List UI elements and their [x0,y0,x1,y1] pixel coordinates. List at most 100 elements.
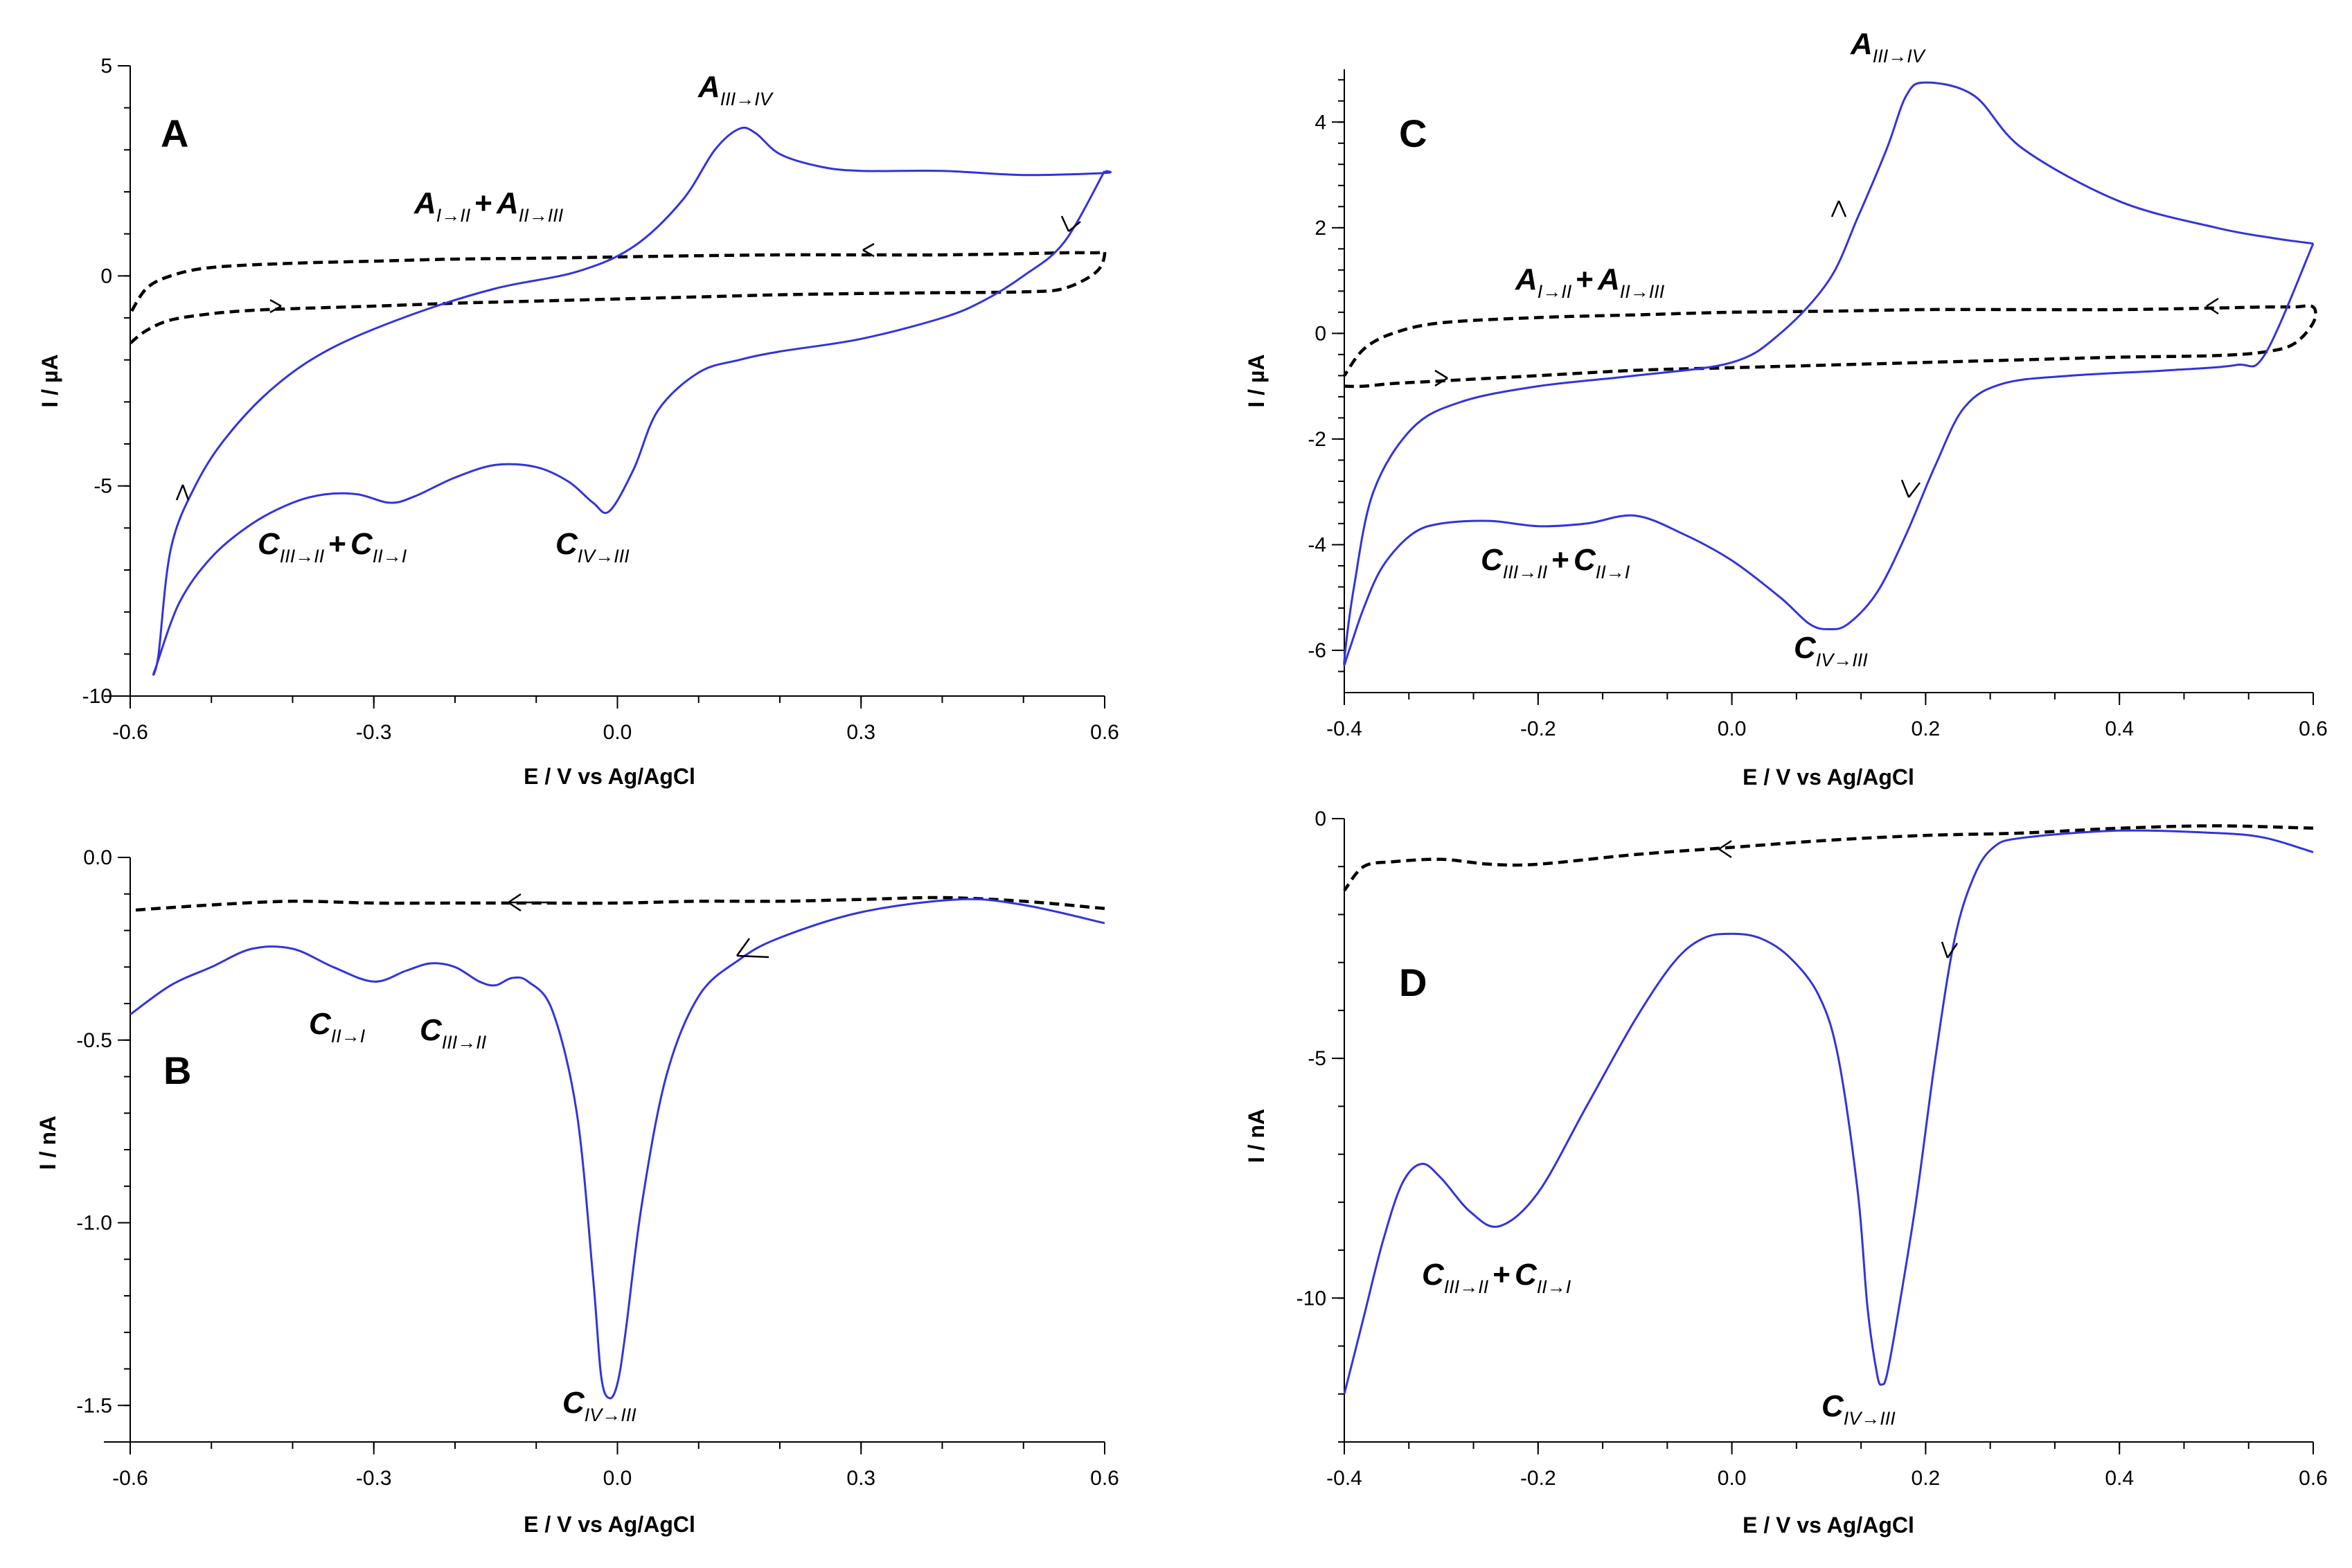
panel-d-x-tick-label: 0.4 [2105,1467,2134,1490]
panel-a-series-dashed [129,249,1107,345]
panel-d-ylabel: I / nA [1244,1109,1269,1163]
panel-c-label: C [1399,112,1427,155]
panel-c-arrow-dashed-left [2206,297,2219,315]
panel-c-y-tick-label: -6 [1308,639,1326,662]
panel-b-label: B [163,1049,191,1092]
panel-a-label: A [161,112,188,155]
panel-c-x-tick-label: 0.4 [2105,718,2134,740]
panel-c-y-tick-label: 4 [1315,111,1326,134]
panel-d-x-tick-label: 0.0 [1718,1467,1747,1490]
panel-d-label: D [1399,961,1427,1004]
panel-b-y-tick-label: -1.0 [76,1212,112,1235]
panel-b-x-ticks: -0.6 -0.3 0.0 0.3 0.6 [112,1442,1119,1490]
panel-d-x-tick-label: 0.6 [2299,1467,2328,1490]
panel-a-annotation-cathodic-pair: CIII→II + CII→I [258,527,407,567]
panel-b-series-solid [130,898,1105,1400]
panel-c-x-tick-label: 0.6 [2299,718,2328,740]
panel-a-arrow-dashed-right [269,299,282,314]
panel-a-x-tick-label: 0.3 [846,721,875,744]
panel-d-arrow-solid-down [1941,941,1959,959]
panel-d-series-solid [1343,829,2314,1395]
panel-d-x-tick-label: -0.2 [1520,1467,1556,1490]
panel-c-arrow-solid-up [1830,200,1847,217]
panel-a-x-tick-label: -0.3 [356,721,392,744]
panel-b-y-tick-label: -1.5 [76,1394,112,1417]
panel-d-series [1343,824,2314,1395]
panel-b-annotation-c2: CII→I [309,1007,366,1046]
panel-b-y-ticks: -1.5 -1.0 -0.5 0.0 [76,846,130,1443]
panel-d-annotation-cathodic-pair: CIII→II + CII→I [1422,1258,1571,1297]
panel-a-x-tick-label: 0.6 [1090,721,1119,744]
panel-b-x-tick-label: 0.3 [846,1467,875,1490]
panel-c-y-tick-label: 0 [1315,322,1326,345]
panel-c-annotation-cathodic-peak: CIV→III [1794,631,1868,670]
panel-a-series [129,126,1112,676]
panel-c-y-tick-label: -2 [1308,428,1326,451]
panel-d-series-dashed [1343,824,2314,892]
panel-c-x-tick-label: -0.2 [1520,718,1556,740]
panel-d-arrow-dashed-left [1718,839,1732,859]
panel-b-y-tick-label: -0.5 [76,1029,112,1052]
panel-b-y-tick-label: 0.0 [83,846,112,869]
panel-c-series [1343,81,2317,666]
panel-b: -0.6 -0.3 0.0 0.3 0.6 -1.5 -1.0 -0.5 0.0 B I / … [35,846,1119,1537]
panel-b-x-tick-label: -0.3 [356,1467,392,1490]
panel-a-arrow-solid-up [175,484,190,501]
panel-d-annotation-cathodic-peak: CIV→III [1821,1389,1896,1429]
panel-d-xlabel: E / V vs Ag/AgCl [1743,1513,1914,1538]
panel-a-annotation-cathodic-peak: CIV→III [555,527,630,567]
panel-a-arrow-solid-down [1060,215,1081,232]
panel-b-series [130,896,1105,1400]
panel-a-annotation-anodic-pair: AI→II + AII→III [413,186,564,226]
panel-b-x-tick-label: 0.6 [1090,1467,1119,1490]
panel-c-arrow-solid-down [1900,479,1921,498]
panel-d: -0.4 -0.2 0.0 0.2 0.4 0.6 -10 -5 0 D I / nA E /… [1244,808,2328,1538]
panel-b-xlabel: E / V vs Ag/AgCl [524,1512,695,1537]
panel-c-xlabel: E / V vs Ag/AgCl [1743,765,1914,790]
panel-a-arrow-dashed-left [862,242,875,258]
panel-d-x-ticks: -0.4 -0.2 0.0 0.2 0.4 0.6 [1326,1442,2328,1490]
panel-b-annotation-c4: CIV→III [562,1386,636,1425]
panel-c-x-ticks: -0.4 -0.2 0.0 0.2 0.4 0.6 [1326,693,2328,740]
panel-b-annotation-c3: CIII→II [420,1013,487,1053]
panel-b-arrow-solid-left [736,938,769,959]
panel-c-arrow-dashed-right [1434,369,1448,387]
panel-d-x-tick-label: 0.2 [1912,1467,1941,1490]
panel-c-y-tick-label: -4 [1308,533,1326,556]
panel-a-x-tick-label: 0.0 [603,721,632,744]
panel-a-annotation-anodic-peak: AIII→IV [697,70,774,109]
panel-a-y-ticks: -10 -5 0 5 [82,55,130,708]
panel-a-y-tick-label: -5 [93,475,112,498]
panel-c-x-tick-label: 0.2 [1912,718,1941,740]
panel-b-x-tick-label: 0.0 [603,1467,632,1490]
panel-a-series-solid [152,126,1112,676]
panel-c-y-tick-label: 2 [1315,217,1326,240]
panel-a-x-ticks: -0.6 -0.3 0.0 0.3 0.6 [112,696,1119,744]
panel-c-annotation-anodic-pair: AI→II + AII→III [1515,262,1665,302]
panel-b-x-tick-label: -0.6 [112,1467,148,1490]
panel-d-y-tick-label: -10 [1297,1287,1326,1310]
panel-a-y-tick-label: -10 [82,685,112,708]
panel-c-ylabel: I / µA [1244,354,1269,407]
panel-b-arrow-dashed-left [508,893,547,912]
panel-b-ylabel: I / nA [35,1116,60,1170]
panel-a-y-tick-label: 0 [100,265,112,287]
panel-c-series-dashed [1343,304,2317,389]
panel-c-annotation-anodic-peak: AIII→IV [1850,27,1927,66]
panel-c-series-solid [1343,81,2315,666]
panel-d-x-tick-label: -0.4 [1326,1467,1362,1490]
panel-a-x-tick-label: -0.6 [112,721,148,744]
panel-d-y-tick-label: 0 [1315,808,1326,830]
panel-a-ylabel: I / µA [37,354,62,407]
panel-a-xlabel: E / V vs Ag/AgCl [524,764,695,789]
panel-c-y-ticks: -6 -4 -2 0 2 4 [1308,79,1344,672]
panel-a: -0.6 -0.3 0.0 0.3 0.6 -10 -5 0 5 A I / µA E / V… [37,55,1119,789]
panel-b-series-dashed [130,896,1105,912]
panel-d-y-tick-label: -5 [1308,1047,1326,1070]
panel-c-x-tick-label: -0.4 [1326,718,1362,740]
panel-c-x-tick-label: 0.0 [1718,718,1747,740]
panel-d-y-ticks: -10 -5 0 [1297,808,1344,1443]
panel-a-y-tick-label: 5 [100,55,112,78]
